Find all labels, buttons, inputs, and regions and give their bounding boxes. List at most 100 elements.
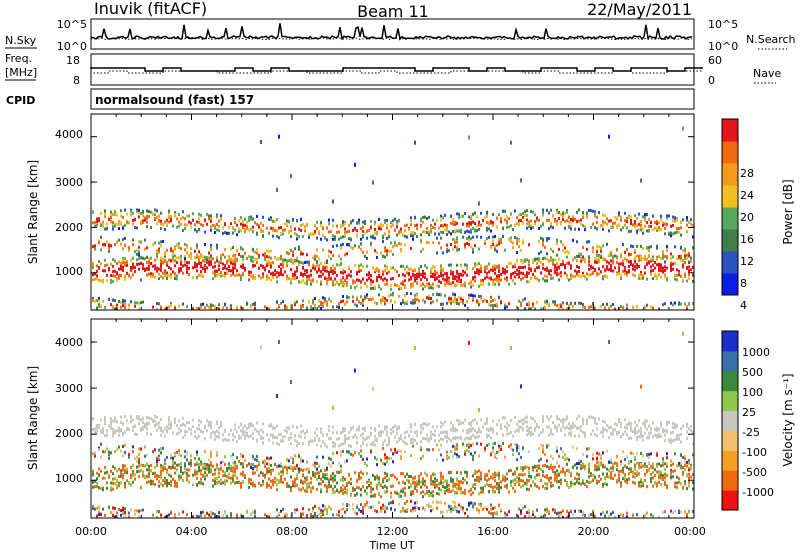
velocity-cell xyxy=(298,454,300,458)
power-cell xyxy=(642,227,644,231)
velocity-cell xyxy=(460,437,462,441)
power-cell xyxy=(254,257,256,261)
power-cell xyxy=(576,210,578,214)
power-cell xyxy=(186,223,188,227)
power-cell xyxy=(158,267,160,271)
power-cell xyxy=(182,271,184,275)
velocity-cell xyxy=(390,427,392,431)
power-cell xyxy=(162,258,164,262)
velocity-cell xyxy=(328,485,330,489)
power-y-axis: 4000 3000 2000 1000 xyxy=(55,128,83,278)
velocity-cell xyxy=(176,463,178,467)
power-cell xyxy=(654,266,656,270)
velocity-cell xyxy=(124,482,126,486)
power-cell xyxy=(124,306,126,310)
velocity-cell xyxy=(200,481,202,485)
power-cell xyxy=(568,216,570,220)
velocity-cell xyxy=(138,509,140,513)
power-cell xyxy=(160,257,162,261)
velocity-cell xyxy=(252,484,254,488)
velocity-cell xyxy=(442,458,444,462)
velocity-cell xyxy=(340,508,342,512)
power-cell xyxy=(218,260,220,264)
velocity-cell xyxy=(356,512,358,516)
power-cell xyxy=(680,233,682,237)
power-cell xyxy=(524,258,526,262)
power-cell xyxy=(246,256,248,260)
velocity-cell xyxy=(310,476,312,480)
velocity-cell xyxy=(214,437,216,441)
power-cell xyxy=(570,273,572,277)
power-cell xyxy=(384,268,386,272)
power-cell xyxy=(352,229,354,233)
power-cell xyxy=(346,284,348,288)
power-cell xyxy=(106,273,108,277)
power-cell xyxy=(126,260,128,264)
power-cell xyxy=(648,254,650,258)
power-cell xyxy=(116,222,118,226)
power-cell xyxy=(504,271,506,275)
power-cell xyxy=(142,214,144,218)
power-cell xyxy=(290,225,292,229)
velocity-cell xyxy=(376,485,378,489)
velocity-cell xyxy=(122,431,124,435)
power-cell xyxy=(552,300,554,304)
velocity-cell xyxy=(250,466,252,470)
velocity-cell xyxy=(148,421,150,425)
power-cell xyxy=(546,252,548,256)
velocity-cell xyxy=(196,514,198,518)
power-cell xyxy=(230,304,232,308)
power-cell xyxy=(236,269,238,273)
velocity-cell xyxy=(366,436,368,440)
power-cell xyxy=(214,264,216,268)
power-cell xyxy=(428,294,430,298)
power-cell xyxy=(546,266,548,270)
power-cell xyxy=(94,224,96,228)
power-cell xyxy=(390,293,392,297)
velocity-cell xyxy=(344,477,346,481)
velocity-cell xyxy=(164,515,166,518)
power-cell xyxy=(398,242,400,246)
power-cell xyxy=(392,277,394,281)
power-cell xyxy=(384,220,386,224)
power-cell xyxy=(622,259,624,263)
power-cell xyxy=(430,271,432,275)
velocity-cell xyxy=(174,479,176,483)
velocity-cell xyxy=(404,493,406,497)
velocity-cell xyxy=(370,450,372,454)
velocity-cell xyxy=(240,429,242,433)
power-cell xyxy=(428,230,430,234)
power-cell xyxy=(506,265,508,269)
velocity-cell xyxy=(410,490,412,494)
power-cell xyxy=(100,262,102,266)
power-cell xyxy=(486,227,488,231)
power-cell xyxy=(400,227,402,231)
power-cell xyxy=(532,305,534,309)
velocity-cell xyxy=(122,508,124,512)
velocity-cell xyxy=(374,475,376,479)
power-cell xyxy=(446,301,448,305)
velocity-cell xyxy=(336,481,338,485)
power-cell xyxy=(270,216,272,220)
power-cell xyxy=(472,297,474,301)
power-cell xyxy=(316,254,318,258)
velocity-cell xyxy=(216,463,218,467)
power-cell xyxy=(96,220,98,224)
power-cell xyxy=(440,246,442,250)
power-cell xyxy=(648,261,650,265)
power-cell xyxy=(158,272,160,276)
power-cell xyxy=(200,256,202,260)
velocity-cell xyxy=(232,469,234,473)
velocity-cell xyxy=(414,486,416,490)
freq-label-line2: [MHz] xyxy=(5,66,37,79)
power-cell xyxy=(298,227,300,231)
power-cell xyxy=(514,265,516,269)
power-cell xyxy=(256,257,258,261)
velocity-cell xyxy=(278,511,280,515)
power-cell xyxy=(302,279,304,283)
power-cell xyxy=(212,223,214,227)
velocity-cell xyxy=(136,433,138,437)
velocity-cell xyxy=(376,510,378,514)
velocity-cell xyxy=(406,478,408,482)
power-cell xyxy=(614,215,616,219)
